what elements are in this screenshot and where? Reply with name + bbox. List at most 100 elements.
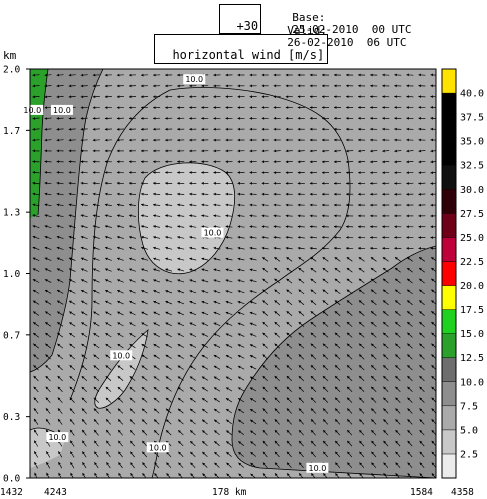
wind-arrow — [334, 440, 341, 447]
wind-arrow — [80, 84, 88, 88]
wind-arrow — [69, 397, 75, 403]
wind-arrow — [407, 462, 413, 469]
wind-arrow — [262, 343, 268, 349]
wind-arrow — [382, 289, 389, 295]
wind-arrow — [189, 440, 196, 447]
wind-arrow — [419, 397, 425, 403]
wind-arrow — [370, 375, 377, 382]
wind-arrow — [129, 365, 136, 370]
wind-arrow — [370, 236, 378, 239]
wind-arrow — [261, 117, 269, 120]
wind-arrow — [382, 246, 390, 250]
wind-arrow — [56, 246, 64, 250]
wind-arrow — [93, 300, 100, 305]
wind-arrow — [56, 181, 64, 185]
wind-arrow — [261, 246, 269, 250]
colorbar-swatch — [441, 140, 457, 166]
wind-arrow — [237, 73, 245, 77]
wind-arrow — [189, 127, 197, 131]
wind-arrow — [262, 397, 268, 403]
wind-arrow — [153, 138, 161, 142]
wind-arrow — [286, 397, 292, 403]
wind-arrow — [56, 160, 64, 163]
wind-arrow — [249, 279, 257, 283]
wind-arrow — [201, 106, 209, 109]
wind-arrow — [322, 300, 329, 306]
wind-arrow — [250, 441, 257, 446]
wind-arrow — [285, 127, 293, 131]
field-region-jet-core — [138, 162, 235, 274]
contour-label: 10.0 — [306, 462, 329, 473]
wind-arrow — [334, 354, 341, 360]
wind-arrow — [32, 160, 40, 163]
wind-arrow — [68, 300, 76, 305]
wind-arrow — [68, 171, 76, 174]
wind-arrow — [82, 451, 87, 458]
wind-arrow — [419, 321, 425, 327]
wind-arrow — [44, 149, 52, 153]
wind-arrow — [129, 376, 136, 381]
wind-arrow — [117, 386, 124, 392]
contour-label-box — [201, 227, 224, 238]
wind-arrow — [81, 311, 88, 316]
wind-arrow — [419, 462, 425, 469]
wind-arrow — [358, 192, 366, 196]
wind-arrow — [334, 408, 341, 414]
colorbar-frame — [441, 68, 457, 479]
wind-arrow — [129, 332, 136, 338]
wind-arrow — [213, 84, 221, 88]
wind-arrow — [214, 440, 220, 447]
wind-arrow — [165, 429, 172, 436]
wind-arrow — [33, 354, 39, 360]
wind-arrow — [165, 160, 173, 164]
wind-arrow — [44, 181, 52, 185]
wind-arrow — [286, 321, 293, 327]
wind-arrow — [334, 300, 341, 306]
wind-arrow — [286, 408, 292, 414]
wind-arrow — [261, 138, 269, 142]
wind-arrow — [56, 300, 64, 305]
contour-label-box — [183, 74, 206, 85]
wind-arrow — [128, 246, 136, 250]
wind-arrow — [298, 354, 305, 360]
wind-arrow — [44, 322, 52, 327]
wind-arrow — [310, 440, 316, 447]
wind-arrow — [370, 138, 378, 142]
wind-arrow — [140, 138, 149, 142]
wind-arrow — [261, 73, 269, 77]
wind-arrow — [370, 127, 378, 131]
wind-arrow — [406, 149, 414, 153]
wind-arrow — [370, 300, 377, 306]
wind-arrow — [298, 310, 305, 316]
wind-arrow — [261, 203, 269, 207]
wind-arrow — [309, 192, 317, 196]
wind-arrow — [249, 430, 257, 435]
wind-arrow — [347, 462, 353, 469]
wind-arrow — [346, 418, 353, 425]
wind-arrow — [334, 343, 341, 349]
wind-arrow — [105, 289, 112, 294]
wind-arrow — [189, 322, 197, 327]
wind-arrow — [81, 332, 88, 338]
colorbar-swatch — [441, 237, 457, 262]
wind-arrow — [225, 344, 233, 348]
wind-arrow — [225, 236, 233, 239]
wind-arrow — [225, 387, 233, 392]
field-region-upper-left — [30, 69, 103, 372]
wind-arrow — [370, 214, 378, 218]
wind-arrow — [237, 95, 245, 99]
wind-arrow — [201, 246, 209, 250]
wind-arrow — [140, 149, 149, 153]
wind-arrow — [419, 332, 425, 338]
wind-arrow — [92, 192, 100, 196]
wind-arrow — [32, 257, 40, 261]
wind-arrow — [321, 95, 330, 99]
wind-arrow — [346, 310, 353, 316]
wind-arrow — [274, 278, 281, 284]
wind-arrow — [358, 106, 366, 109]
colorbar-level-label: 15.0 — [460, 329, 484, 340]
wind-arrow — [359, 462, 365, 469]
wind-arrow — [93, 375, 100, 382]
wind-arrow — [189, 365, 196, 370]
wind-arrow — [213, 419, 220, 425]
